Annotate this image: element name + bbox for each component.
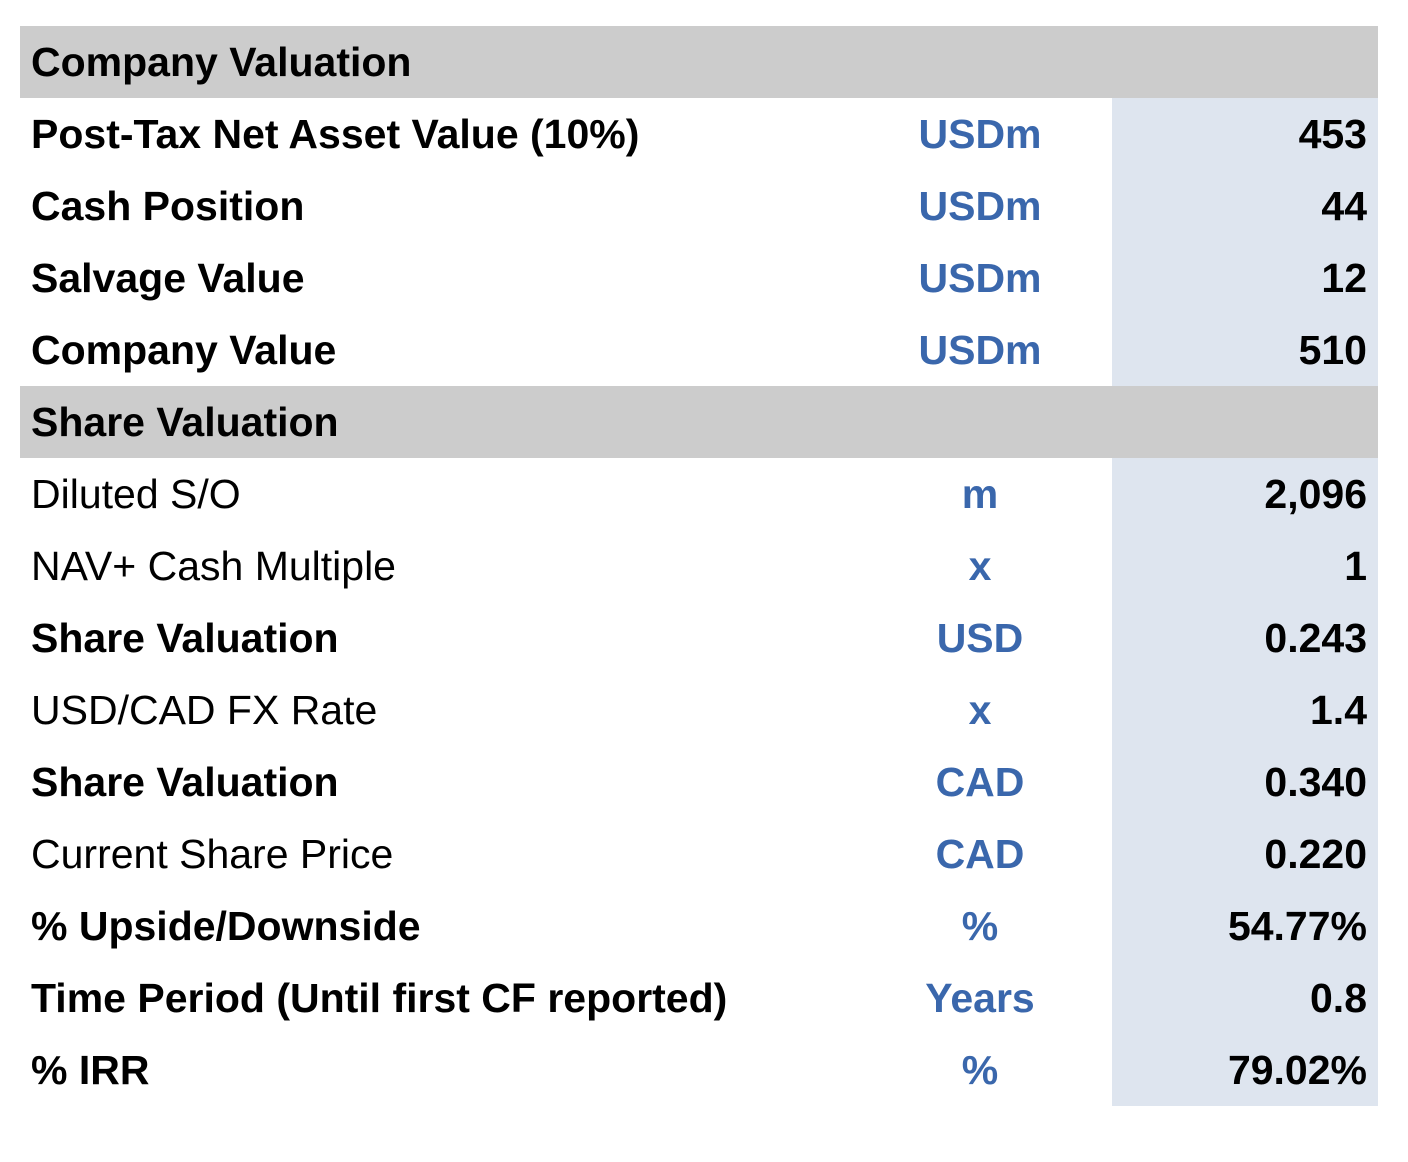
row-value[interactable]: 1: [1112, 530, 1378, 602]
row-value[interactable]: 0.243: [1112, 602, 1378, 674]
row-label: Company Value: [31, 327, 337, 373]
row-label: Time Period (Until first CF reported): [31, 975, 728, 1021]
row-value[interactable]: 453: [1112, 98, 1378, 170]
table-row[interactable]: Time Period (Until first CF reported) Ye…: [20, 962, 1378, 1034]
table-row[interactable]: NAV+ Cash Multiple x 1: [20, 530, 1378, 602]
row-value[interactable]: 0.8: [1112, 962, 1378, 1034]
row-label: NAV+ Cash Multiple: [31, 543, 396, 589]
row-unit: CAD: [935, 759, 1025, 805]
section-title: Share Valuation: [31, 399, 339, 445]
row-label: Diluted S/O: [31, 471, 241, 517]
row-value[interactable]: 1.4: [1112, 674, 1378, 746]
row-label: USD/CAD FX Rate: [31, 687, 378, 733]
row-unit: USDm: [918, 183, 1042, 229]
table-row[interactable]: Salvage Value USDm 12: [20, 242, 1378, 314]
row-unit: CAD: [935, 831, 1025, 877]
row-value[interactable]: 2,096: [1112, 458, 1378, 530]
row-label: Cash Position: [31, 183, 305, 229]
table-row[interactable]: Company Value USDm 510: [20, 314, 1378, 386]
row-label: Current Share Price: [31, 831, 394, 877]
row-unit: USDm: [918, 111, 1042, 157]
row-unit: x: [968, 687, 992, 733]
table-row[interactable]: Share Valuation CAD 0.340: [20, 746, 1378, 818]
row-unit: USD: [936, 615, 1024, 661]
section-header-company-valuation[interactable]: Company Valuation: [20, 26, 1378, 98]
row-label: Post-Tax Net Asset Value (10%): [31, 111, 640, 157]
row-value[interactable]: 0.340: [1112, 746, 1378, 818]
row-unit: %: [961, 1047, 999, 1093]
row-label: Share Valuation: [31, 759, 339, 805]
section-title: Company Valuation: [31, 39, 412, 85]
row-label: % Upside/Downside: [31, 903, 421, 949]
table-row[interactable]: Cash Position USDm 44: [20, 170, 1378, 242]
table-row[interactable]: Current Share Price CAD 0.220: [20, 818, 1378, 890]
row-value[interactable]: 79.02%: [1112, 1034, 1378, 1106]
table-row[interactable]: USD/CAD FX Rate x 1.4: [20, 674, 1378, 746]
row-value[interactable]: 12: [1112, 242, 1378, 314]
table-row[interactable]: Post-Tax Net Asset Value (10%) USDm 453: [20, 98, 1378, 170]
row-label: Share Valuation: [31, 615, 339, 661]
row-unit: USDm: [918, 255, 1042, 301]
row-unit: USDm: [918, 327, 1042, 373]
row-unit: Years: [925, 975, 1035, 1021]
row-label: Salvage Value: [31, 255, 305, 301]
row-value[interactable]: 0.220: [1112, 818, 1378, 890]
row-value[interactable]: 510: [1112, 314, 1378, 386]
row-value[interactable]: 54.77%: [1112, 890, 1378, 962]
valuation-sheet: Company Valuation Post-Tax Net Asset Val…: [20, 26, 1378, 1106]
table-row[interactable]: % IRR % 79.02%: [20, 1034, 1378, 1106]
row-unit: m: [961, 471, 999, 517]
row-unit: x: [968, 543, 992, 589]
table-row[interactable]: % Upside/Downside % 54.77%: [20, 890, 1378, 962]
row-value[interactable]: 44: [1112, 170, 1378, 242]
table-row[interactable]: Share Valuation USD 0.243: [20, 602, 1378, 674]
row-unit: %: [961, 903, 999, 949]
section-header-share-valuation[interactable]: Share Valuation: [20, 386, 1378, 458]
row-label: % IRR: [31, 1047, 150, 1093]
table-row[interactable]: Diluted S/O m 2,096: [20, 458, 1378, 530]
